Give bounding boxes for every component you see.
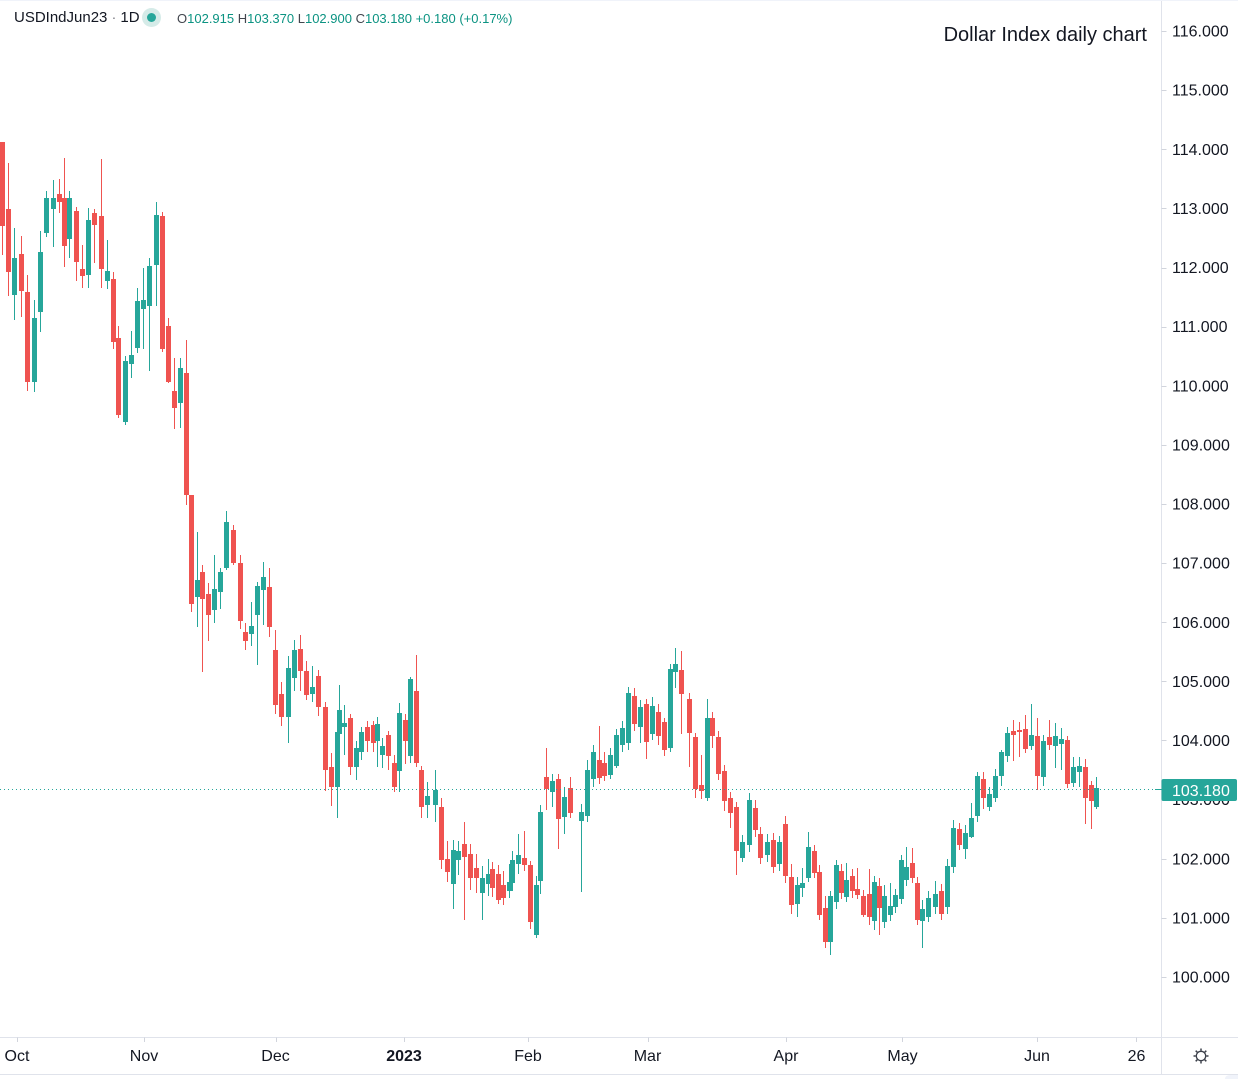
svg-text:106.000: 106.000 [1172, 615, 1230, 632]
svg-text:104.000: 104.000 [1172, 733, 1230, 750]
svg-text:108.000: 108.000 [1172, 497, 1230, 514]
svg-text:107.000: 107.000 [1172, 556, 1230, 573]
svg-text:105.000: 105.000 [1172, 674, 1230, 691]
svg-text:103.180: 103.180 [1172, 783, 1230, 800]
svg-text:2023: 2023 [386, 1048, 422, 1065]
svg-text:111.000: 111.000 [1172, 319, 1228, 336]
svg-text:112.000: 112.000 [1172, 260, 1229, 277]
svg-text:110.000: 110.000 [1172, 378, 1229, 395]
svg-text:26: 26 [1128, 1048, 1146, 1065]
svg-text:113.000: 113.000 [1172, 201, 1229, 218]
svg-text:Mar: Mar [634, 1048, 662, 1065]
svg-text:115.000: 115.000 [1172, 83, 1229, 100]
svg-text:114.000: 114.000 [1172, 142, 1229, 159]
svg-text:Dec: Dec [261, 1048, 289, 1065]
svg-text:Jun: Jun [1024, 1048, 1050, 1065]
svg-text:Apr: Apr [774, 1048, 800, 1065]
svg-text:Nov: Nov [130, 1048, 158, 1065]
svg-text:Oct: Oct [5, 1048, 30, 1065]
svg-text:102.000: 102.000 [1172, 851, 1230, 868]
svg-text:May: May [887, 1048, 917, 1065]
svg-text:116.000: 116.000 [1172, 24, 1229, 41]
svg-text:101.000: 101.000 [1172, 910, 1230, 927]
svg-text:Feb: Feb [514, 1048, 542, 1065]
svg-text:100.000: 100.000 [1172, 970, 1230, 987]
svg-text:109.000: 109.000 [1172, 437, 1230, 454]
